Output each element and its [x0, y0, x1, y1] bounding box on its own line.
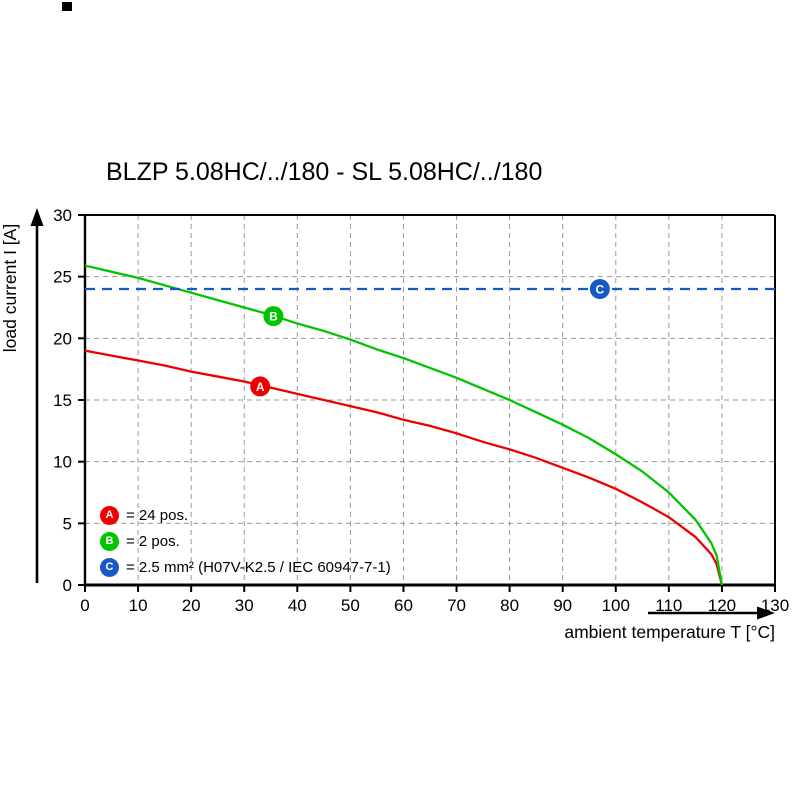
svg-text:5: 5: [63, 514, 72, 533]
svg-text:25: 25: [53, 268, 72, 287]
legend: A = 24 pos. B = 2 pos. C = 2.5 mm² (H07V…: [100, 502, 391, 580]
svg-text:130: 130: [761, 596, 789, 615]
svg-text:50: 50: [341, 596, 360, 615]
series-b-badge: B: [100, 531, 119, 551]
svg-text:A: A: [256, 380, 265, 394]
svg-text:90: 90: [553, 596, 572, 615]
svg-text:0: 0: [80, 596, 89, 615]
svg-text:C: C: [596, 283, 605, 297]
svg-text:100: 100: [602, 596, 630, 615]
curve-markers: A B C: [250, 279, 610, 397]
svg-text:120: 120: [708, 596, 736, 615]
x-axis-label: ambient temperature T [°C]: [564, 622, 775, 642]
x-axis-arrow: [648, 606, 775, 620]
series-a-badge: A: [100, 505, 119, 525]
gridlines: [85, 215, 775, 585]
legend-label-a: = 24 pos.: [126, 506, 189, 524]
svg-text:30: 30: [53, 206, 72, 225]
legend-item-b: B = 2 pos.: [100, 528, 391, 554]
svg-text:10: 10: [53, 453, 72, 472]
y-axis-arrow: [30, 208, 44, 583]
svg-text:15: 15: [53, 391, 72, 410]
svg-text:20: 20: [53, 329, 72, 348]
svg-text:70: 70: [447, 596, 466, 615]
curves: [84, 264, 775, 586]
legend-item-a: A = 24 pos.: [100, 502, 391, 528]
page-title: BLZP 5.08HC/../180 - SL 5.08HC/../180: [106, 158, 543, 186]
svg-text:40: 40: [288, 596, 307, 615]
svg-text:0: 0: [63, 576, 72, 595]
svg-text:80: 80: [500, 596, 519, 615]
corner-mark: [62, 2, 72, 11]
axes: 0 10 20 30 40 50 60 70 80 90 100 110 120 130 0 5 10 15 20 2…: [53, 206, 789, 615]
series-c-badge: C: [100, 557, 119, 577]
legend-item-c: C = 2.5 mm² (H07V-K2.5 / IEC 60947-7-1): [100, 554, 391, 580]
svg-text:10: 10: [129, 596, 148, 615]
svg-text:B: B: [269, 310, 278, 324]
svg-text:60: 60: [394, 596, 413, 615]
svg-text:20: 20: [182, 596, 201, 615]
svg-text:110: 110: [655, 596, 682, 615]
legend-label-c: = 2.5 mm² (H07V-K2.5 / IEC 60947-7-1): [126, 558, 391, 576]
svg-text:30: 30: [235, 596, 254, 615]
y-axis-label: load current I [A]: [0, 224, 20, 352]
legend-label-b: = 2 pos.: [126, 532, 180, 550]
